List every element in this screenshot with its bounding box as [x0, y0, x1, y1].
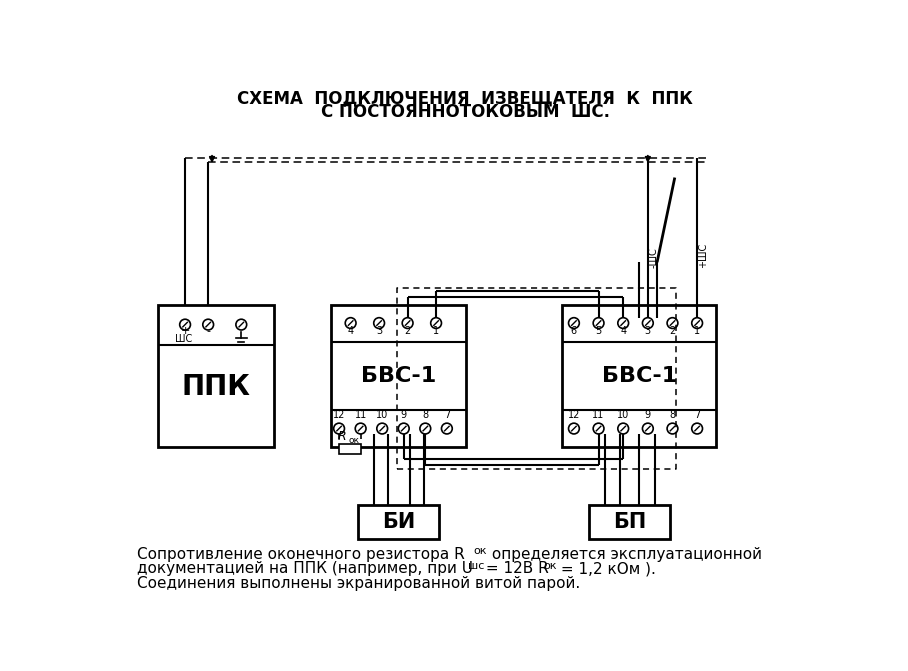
Text: = 1,2 кОм ).: = 1,2 кОм ). [557, 561, 656, 576]
Text: ок: ок [349, 436, 360, 445]
Text: С ПОСТОЯННОТОКОВЫМ  ШС.: С ПОСТОЯННОТОКОВЫМ ШС. [321, 103, 610, 121]
Text: R: R [338, 430, 347, 443]
Text: 8: 8 [422, 410, 429, 420]
Text: 1: 1 [694, 326, 700, 336]
Text: СХЕМА  ПОДКЛЮЧЕНИЯ  ИЗВЕЩАТЕЛЯ  К  ППК: СХЕМА ПОДКЛЮЧЕНИЯ ИЗВЕЩАТЕЛЯ К ППК [237, 89, 694, 107]
Bar [158, 305, 273, 447]
Text: +: + [181, 326, 190, 336]
Text: +ШС: +ШС [698, 243, 708, 268]
Text: ШС: ШС [175, 333, 192, 344]
Text: БП: БП [613, 512, 646, 532]
Bar [589, 505, 670, 539]
Text: 2: 2 [669, 326, 676, 336]
Text: 10: 10 [376, 410, 389, 420]
Text: 5: 5 [596, 326, 602, 336]
Text: 4: 4 [620, 326, 627, 336]
Text: БВС-1: БВС-1 [361, 366, 437, 386]
Bar [359, 505, 439, 539]
Text: 11: 11 [592, 410, 605, 420]
Text: 3: 3 [376, 326, 382, 336]
Text: 2: 2 [404, 326, 410, 336]
Text: БВС-1: БВС-1 [602, 366, 677, 386]
Text: -ШС: -ШС [649, 248, 659, 268]
Text: ППК: ППК [182, 373, 251, 401]
Text: 3: 3 [645, 326, 651, 336]
Text: Соединения выполнены экранированной витой парой.: Соединения выполнены экранированной вито… [137, 576, 580, 591]
Text: = 12В R: = 12В R [480, 561, 548, 576]
Text: 11: 11 [354, 410, 367, 420]
Text: 4: 4 [348, 326, 354, 336]
Text: определяется эксплуатационной: определяется эксплуатационной [487, 547, 762, 562]
Text: БИ: БИ [382, 512, 415, 532]
Bar [331, 305, 466, 447]
Text: ок: ок [543, 560, 557, 570]
Text: 6: 6 [571, 326, 577, 336]
Text: 9: 9 [400, 410, 407, 420]
Text: 8: 8 [669, 410, 676, 420]
Text: Сопротивление оконечного резистора R: Сопротивление оконечного резистора R [137, 547, 465, 562]
Text: 7: 7 [444, 410, 450, 420]
Text: 9: 9 [645, 410, 651, 420]
Bar [339, 444, 360, 454]
Text: -: - [206, 326, 210, 336]
Text: шс: шс [468, 560, 484, 570]
Text: 12: 12 [333, 410, 345, 420]
Text: ок: ок [474, 546, 488, 556]
Text: 10: 10 [617, 410, 629, 420]
Text: 12: 12 [568, 410, 580, 420]
Text: документацией на ППК (например, при U: документацией на ППК (например, при U [137, 561, 473, 576]
Text: 1: 1 [433, 326, 439, 336]
Text: 7: 7 [694, 410, 700, 420]
Bar [562, 305, 716, 447]
